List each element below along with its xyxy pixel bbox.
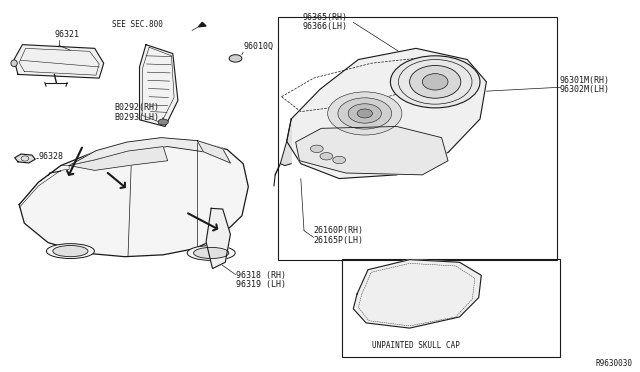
- Text: 96374M(LH): 96374M(LH): [410, 291, 460, 299]
- Circle shape: [158, 119, 168, 125]
- Text: 96010Q: 96010Q: [243, 42, 273, 51]
- Ellipse shape: [53, 246, 88, 257]
- Ellipse shape: [47, 244, 95, 259]
- Text: 26165P(LH): 26165P(LH): [314, 236, 364, 245]
- Bar: [342, 259, 560, 357]
- Text: 96301M(RH): 96301M(RH): [560, 76, 610, 85]
- Text: 96319 (LH): 96319 (LH): [236, 280, 285, 289]
- Ellipse shape: [390, 56, 480, 108]
- Text: 96366(LH): 96366(LH): [302, 22, 347, 31]
- Polygon shape: [14, 45, 104, 78]
- Text: 96365(RH): 96365(RH): [302, 13, 347, 22]
- Polygon shape: [140, 45, 178, 126]
- Polygon shape: [69, 147, 168, 170]
- Ellipse shape: [410, 65, 461, 98]
- Ellipse shape: [422, 74, 448, 90]
- Circle shape: [338, 98, 392, 129]
- Circle shape: [348, 104, 381, 123]
- Text: 96318 (RH): 96318 (RH): [236, 271, 285, 280]
- Ellipse shape: [188, 246, 236, 260]
- Polygon shape: [197, 141, 230, 163]
- Circle shape: [229, 55, 242, 62]
- Polygon shape: [287, 48, 486, 179]
- Text: 26160P(RH): 26160P(RH): [314, 226, 364, 235]
- Text: R9630030: R9630030: [595, 359, 632, 368]
- Polygon shape: [206, 208, 230, 269]
- Text: SEE SEC.800: SEE SEC.800: [112, 20, 163, 29]
- Circle shape: [333, 156, 346, 164]
- Text: 96367M(RH): 96367M(RH): [334, 92, 384, 100]
- Polygon shape: [296, 126, 448, 175]
- Text: 96373M(RH): 96373M(RH): [410, 281, 460, 290]
- Polygon shape: [15, 154, 35, 163]
- Text: 96302M(LH): 96302M(LH): [560, 85, 610, 94]
- Circle shape: [310, 145, 323, 153]
- Ellipse shape: [194, 247, 229, 259]
- Polygon shape: [353, 260, 481, 328]
- Text: B0293(LH): B0293(LH): [114, 113, 159, 122]
- Polygon shape: [280, 119, 291, 166]
- Bar: [278, 17, 557, 260]
- Text: 96321: 96321: [54, 30, 79, 39]
- Text: UNPAINTED SKULL CAP: UNPAINTED SKULL CAP: [372, 341, 460, 350]
- Circle shape: [357, 109, 372, 118]
- Ellipse shape: [11, 60, 17, 67]
- Circle shape: [328, 92, 402, 135]
- Polygon shape: [69, 138, 230, 166]
- Text: B0292(RH): B0292(RH): [114, 103, 159, 112]
- Text: 9636BM(LH): 9636BM(LH): [334, 101, 384, 110]
- Polygon shape: [198, 22, 206, 27]
- Circle shape: [320, 153, 333, 160]
- Polygon shape: [19, 138, 248, 257]
- Text: 96328: 96328: [38, 152, 63, 161]
